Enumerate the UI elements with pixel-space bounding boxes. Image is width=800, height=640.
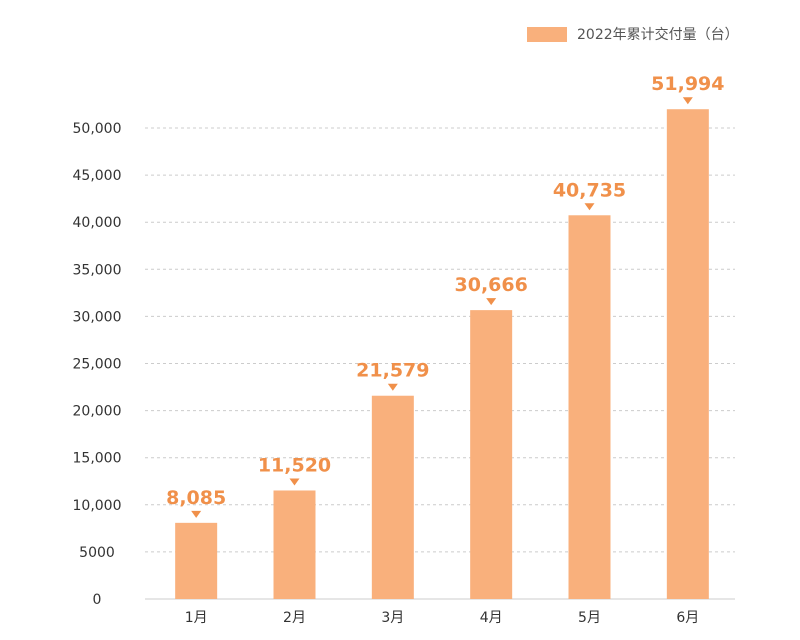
y-tick-label: 30,000	[73, 309, 122, 325]
y-tick-label: 50,000	[73, 121, 122, 137]
legend-label: 2022年累计交付量（台）	[577, 27, 739, 43]
data-label: 8,085	[166, 487, 226, 509]
data-label-arrow	[191, 510, 202, 518]
data-label-arrow	[486, 298, 497, 306]
bar	[568, 215, 611, 599]
data-label: 40,735	[553, 179, 626, 201]
x-tick-label: 5月	[578, 610, 601, 626]
y-tick-label: 25,000	[73, 357, 122, 373]
bar	[470, 310, 513, 599]
data-label: 21,579	[356, 360, 429, 382]
data-label-arrow	[584, 203, 595, 211]
x-tick-label: 6月	[676, 610, 699, 626]
legend-swatch	[527, 26, 567, 42]
data-label: 51,994	[651, 73, 724, 95]
y-tick-label: 35,000	[73, 262, 122, 278]
y-tick-label: 0	[93, 592, 102, 608]
x-tick-label: 1月	[185, 610, 208, 626]
bar	[371, 395, 414, 599]
bar	[175, 522, 218, 599]
x-tick-label: 3月	[381, 610, 404, 626]
bar	[666, 109, 709, 599]
x-tick-label: 2月	[283, 610, 306, 626]
y-tick-label: 15,000	[73, 451, 122, 467]
data-label-arrow	[682, 97, 693, 105]
y-tick-label: 5000	[79, 545, 115, 561]
data-label: 30,666	[455, 274, 528, 296]
y-tick-label: 45,000	[73, 168, 122, 184]
y-tick-label: 10,000	[73, 498, 122, 514]
data-label-arrow	[387, 383, 398, 391]
y-tick-label: 20,000	[73, 404, 122, 420]
x-tick-label: 4月	[480, 610, 503, 626]
legend: 2022年累计交付量（台）	[527, 24, 739, 44]
data-label-arrow	[289, 478, 300, 486]
y-tick-label: 40,000	[73, 215, 122, 231]
data-label: 11,520	[258, 454, 331, 476]
bar	[273, 490, 316, 599]
